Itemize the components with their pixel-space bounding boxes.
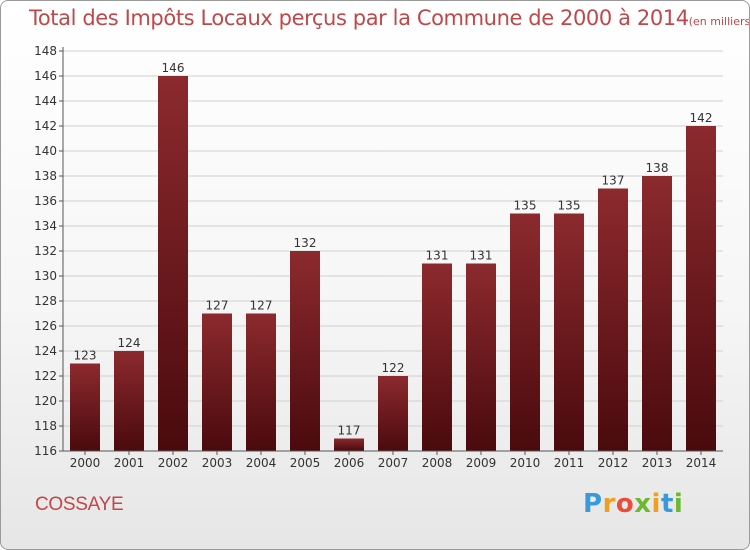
x-tick-label: 2010 (510, 456, 541, 470)
bar-2002 (158, 76, 188, 451)
y-tick-label: 126 (34, 319, 57, 333)
logo-letter: i (673, 489, 684, 519)
x-tick-label: 2008 (422, 456, 453, 470)
value-label: 124 (118, 336, 141, 350)
y-tick-label: 118 (34, 419, 57, 433)
y-tick-label: 124 (34, 344, 57, 358)
proxiti-logo: Proxiti (583, 489, 683, 519)
y-tick-label: 138 (34, 169, 57, 183)
x-tick-label: 2011 (554, 456, 585, 470)
value-label: 131 (426, 249, 449, 263)
bar-2006 (334, 438, 364, 451)
value-label: 137 (602, 174, 625, 188)
y-tick-label: 132 (34, 244, 57, 258)
bar-2008 (422, 263, 452, 451)
chart-title: Total des Impôts Locaux perçus par la Co… (29, 6, 750, 30)
commune-name: COSSAYE (35, 494, 124, 515)
logo-letter: P (583, 489, 603, 519)
chart-title-unit: (en milliers d'€) (688, 15, 750, 28)
value-label: 117 (338, 424, 361, 438)
bar-2001 (114, 351, 144, 451)
y-tick-label: 130 (34, 269, 57, 283)
y-tick-label: 144 (34, 94, 57, 108)
y-tick-label: 128 (34, 294, 57, 308)
y-tick-label: 116 (34, 444, 57, 458)
bar-2013 (642, 176, 672, 451)
y-tick-label: 142 (34, 119, 57, 133)
logo-letter: r (602, 489, 616, 519)
value-label: 146 (162, 61, 185, 75)
bar-2010 (510, 213, 540, 451)
y-tick-label: 146 (34, 69, 57, 83)
y-tick-label: 120 (34, 394, 57, 408)
bars (70, 76, 716, 451)
value-label: 123 (74, 349, 97, 363)
bar-2012 (598, 188, 628, 451)
x-tick-label: 2006 (334, 456, 365, 470)
logo-letter: x (634, 489, 652, 519)
value-label: 135 (514, 199, 537, 213)
axes: 116 118 120 122 124 126 128 130 132 134 136 138 140 1… (34, 44, 723, 470)
x-tick-label: 2014 (686, 456, 717, 470)
logo-letter: t (660, 489, 674, 519)
y-tick-label: 122 (34, 369, 57, 383)
logo-letter: i (651, 489, 661, 519)
x-tick-label: 2001 (114, 456, 145, 470)
value-label: 132 (294, 236, 317, 250)
y-tick-label: 134 (34, 219, 57, 233)
value-label: 142 (690, 111, 713, 125)
y-tick-label: 148 (34, 44, 57, 58)
x-tick-label: 2005 (290, 456, 321, 470)
bar-2000 (70, 363, 100, 451)
x-tick-label: 2012 (598, 456, 629, 470)
x-tick-label: 2004 (246, 456, 277, 470)
x-tick-label: 2000 (70, 456, 101, 470)
y-tick-label: 140 (34, 144, 57, 158)
x-tick-label: 2002 (158, 456, 189, 470)
value-label: 131 (470, 249, 493, 263)
bar-2004 (246, 313, 276, 451)
x-tick-label: 2009 (466, 456, 497, 470)
bar-2014 (686, 126, 716, 451)
value-label: 122 (382, 361, 405, 375)
x-tick-label: 2003 (202, 456, 233, 470)
x-tick-label: 2013 (642, 456, 673, 470)
logo-letter: o (615, 489, 635, 519)
chart-title-text: Total des Impôts Locaux perçus par la Co… (29, 6, 689, 30)
bar-2007 (378, 376, 408, 451)
bar-2011 (554, 213, 584, 451)
value-label: 138 (646, 161, 669, 175)
value-label: 127 (206, 299, 229, 313)
x-tick-label: 2007 (378, 456, 409, 470)
y-tick-label: 136 (34, 194, 57, 208)
bar-2005 (290, 251, 320, 451)
data-labels: 123 124 146 127 127 132 117 122 131 131 135 135 137 1… (74, 61, 713, 438)
bar-2009 (466, 263, 496, 451)
value-label: 127 (250, 299, 273, 313)
bar-2003 (202, 313, 232, 451)
value-label: 135 (558, 199, 581, 213)
